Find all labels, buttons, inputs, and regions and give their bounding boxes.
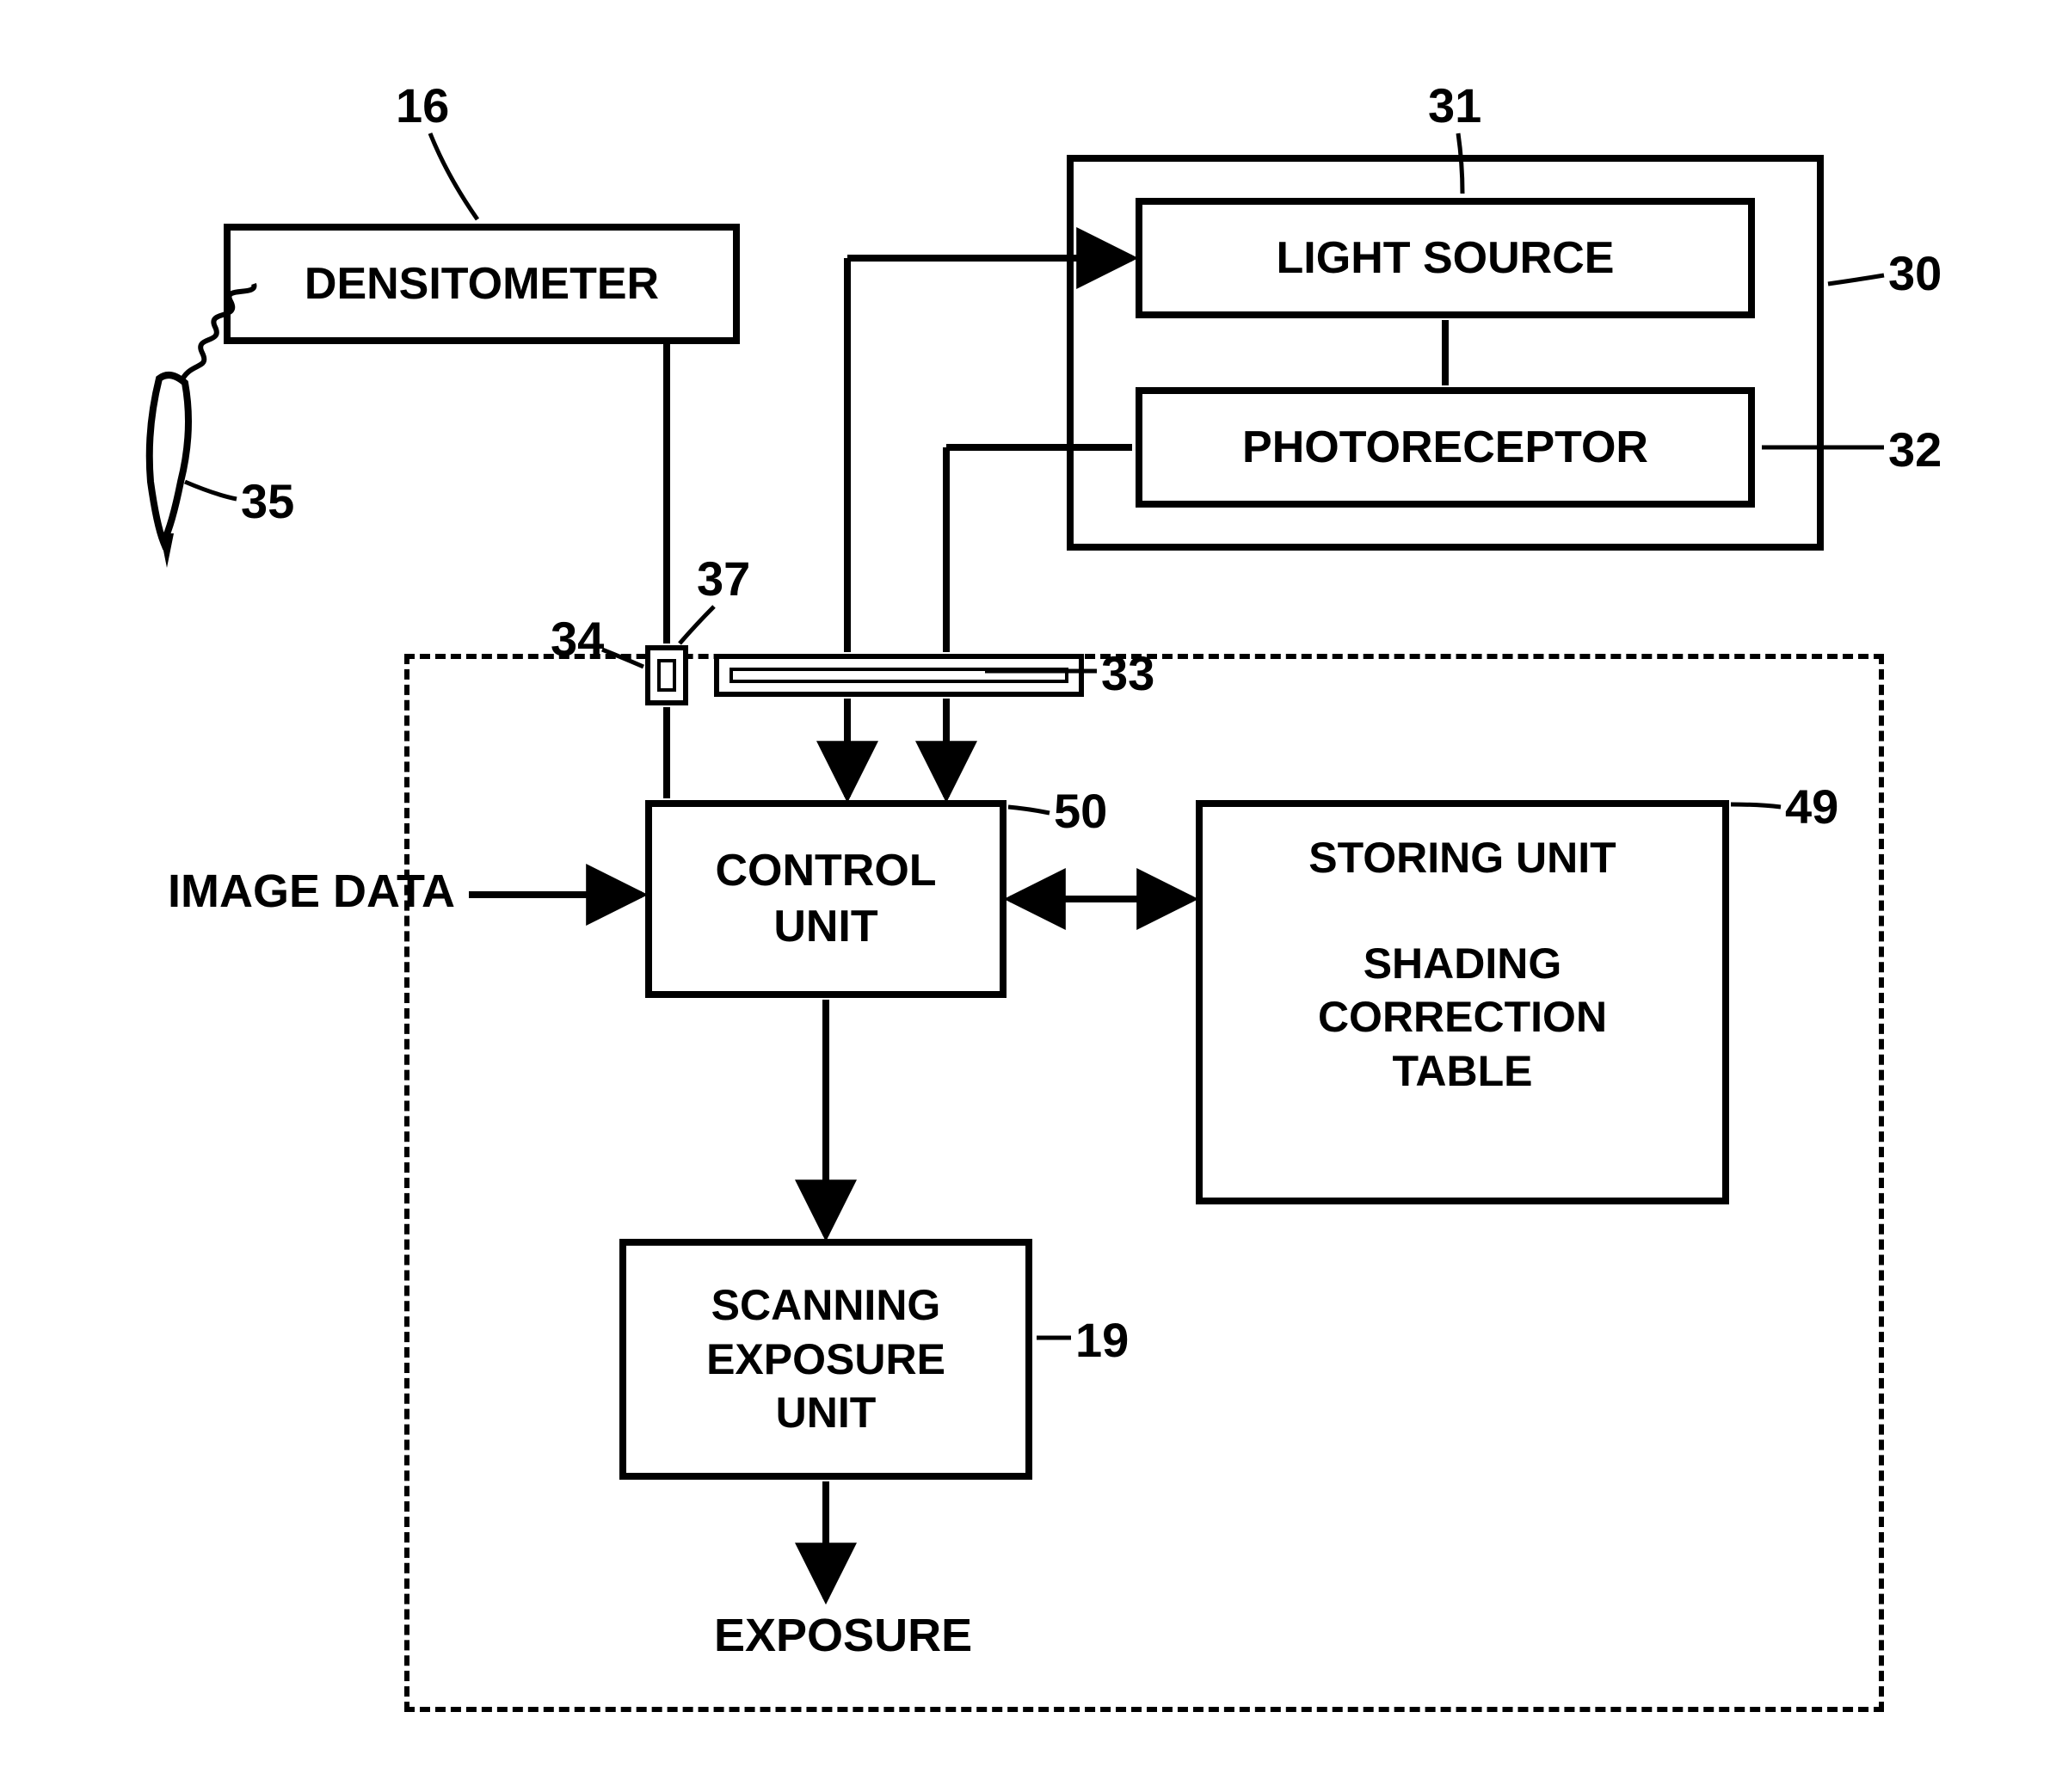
ref-19: 19	[1075, 1312, 1129, 1368]
storing-unit-title: STORING UNIT	[1308, 831, 1616, 885]
storing-unit-box: STORING UNIT SHADING CORRECTION TABLE	[1196, 800, 1729, 1204]
scanning-unit-label: SCANNING EXPOSURE UNIT	[706, 1278, 945, 1440]
scanning-unit-box: SCANNING EXPOSURE UNIT	[619, 1239, 1032, 1480]
photoreceptor-label: PHOTORECEPTOR	[1242, 420, 1648, 476]
densitometer-label: DENSITOMETER	[305, 256, 659, 312]
control-unit-label: CONTROL UNIT	[715, 843, 936, 955]
ref-33: 33	[1101, 645, 1154, 701]
slot-33-inner	[730, 668, 1068, 683]
photoreceptor-box: PHOTORECEPTOR	[1136, 387, 1755, 508]
light-source-label: LIGHT SOURCE	[1277, 231, 1615, 286]
ref-37: 37	[697, 551, 750, 607]
densitometer-box: DENSITOMETER	[224, 224, 740, 344]
ref-34: 34	[551, 611, 604, 667]
ref-31: 31	[1428, 77, 1481, 133]
ref-32: 32	[1888, 422, 1942, 477]
storing-unit-subtitle: SHADING CORRECTION TABLE	[1318, 937, 1607, 1099]
ref-50: 50	[1054, 783, 1107, 839]
ref-35: 35	[241, 473, 294, 529]
exposure-label: EXPOSURE	[714, 1609, 972, 1662]
diagram-canvas: LIGHT SOURCE PHOTORECEPTOR DENSITOMETER …	[0, 0, 2050, 1792]
ref-49: 49	[1785, 779, 1838, 834]
image-data-label: IMAGE DATA	[168, 865, 455, 918]
light-source-box: LIGHT SOURCE	[1136, 198, 1755, 318]
pen-icon	[150, 375, 188, 568]
ref-30: 30	[1888, 245, 1942, 301]
control-unit-box: CONTROL UNIT	[645, 800, 1007, 998]
small-block-34-inner	[657, 659, 676, 692]
ref-16: 16	[396, 77, 449, 133]
